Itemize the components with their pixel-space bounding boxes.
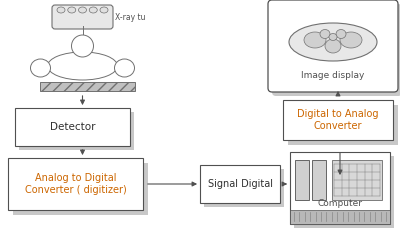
FancyBboxPatch shape: [200, 165, 280, 203]
FancyBboxPatch shape: [268, 0, 398, 92]
Ellipse shape: [114, 59, 134, 77]
Ellipse shape: [57, 7, 65, 13]
Ellipse shape: [89, 7, 97, 13]
FancyBboxPatch shape: [15, 108, 130, 146]
Bar: [294, 156, 394, 228]
Bar: [290, 210, 390, 224]
Ellipse shape: [329, 33, 337, 41]
Bar: [290, 152, 390, 224]
Text: Digital to Analog
Converter: Digital to Analog Converter: [297, 109, 379, 131]
Text: Detector: Detector: [50, 122, 95, 132]
FancyBboxPatch shape: [13, 163, 148, 215]
FancyBboxPatch shape: [19, 112, 134, 150]
FancyBboxPatch shape: [8, 158, 143, 210]
Ellipse shape: [320, 30, 330, 39]
Bar: [332, 160, 382, 200]
Bar: [312, 160, 326, 200]
Ellipse shape: [68, 7, 76, 13]
FancyBboxPatch shape: [272, 4, 400, 96]
Text: Signal Digital: Signal Digital: [208, 179, 272, 189]
Ellipse shape: [30, 59, 50, 77]
Ellipse shape: [72, 35, 94, 57]
FancyBboxPatch shape: [204, 169, 284, 207]
Bar: [40, 82, 135, 91]
FancyBboxPatch shape: [288, 105, 398, 145]
Text: Image display: Image display: [301, 71, 365, 81]
Ellipse shape: [336, 30, 346, 39]
FancyBboxPatch shape: [283, 100, 393, 140]
Ellipse shape: [100, 7, 108, 13]
Ellipse shape: [340, 32, 362, 48]
Ellipse shape: [48, 52, 118, 80]
Text: X-ray tu: X-ray tu: [115, 12, 146, 21]
Text: Computer: Computer: [318, 200, 362, 209]
Ellipse shape: [325, 39, 341, 53]
Bar: [295, 160, 309, 200]
Ellipse shape: [78, 7, 86, 13]
Text: Analog to Digital
Converter ( digitizer): Analog to Digital Converter ( digitizer): [25, 173, 126, 195]
Ellipse shape: [304, 32, 326, 48]
Ellipse shape: [289, 23, 377, 61]
FancyBboxPatch shape: [52, 5, 113, 29]
